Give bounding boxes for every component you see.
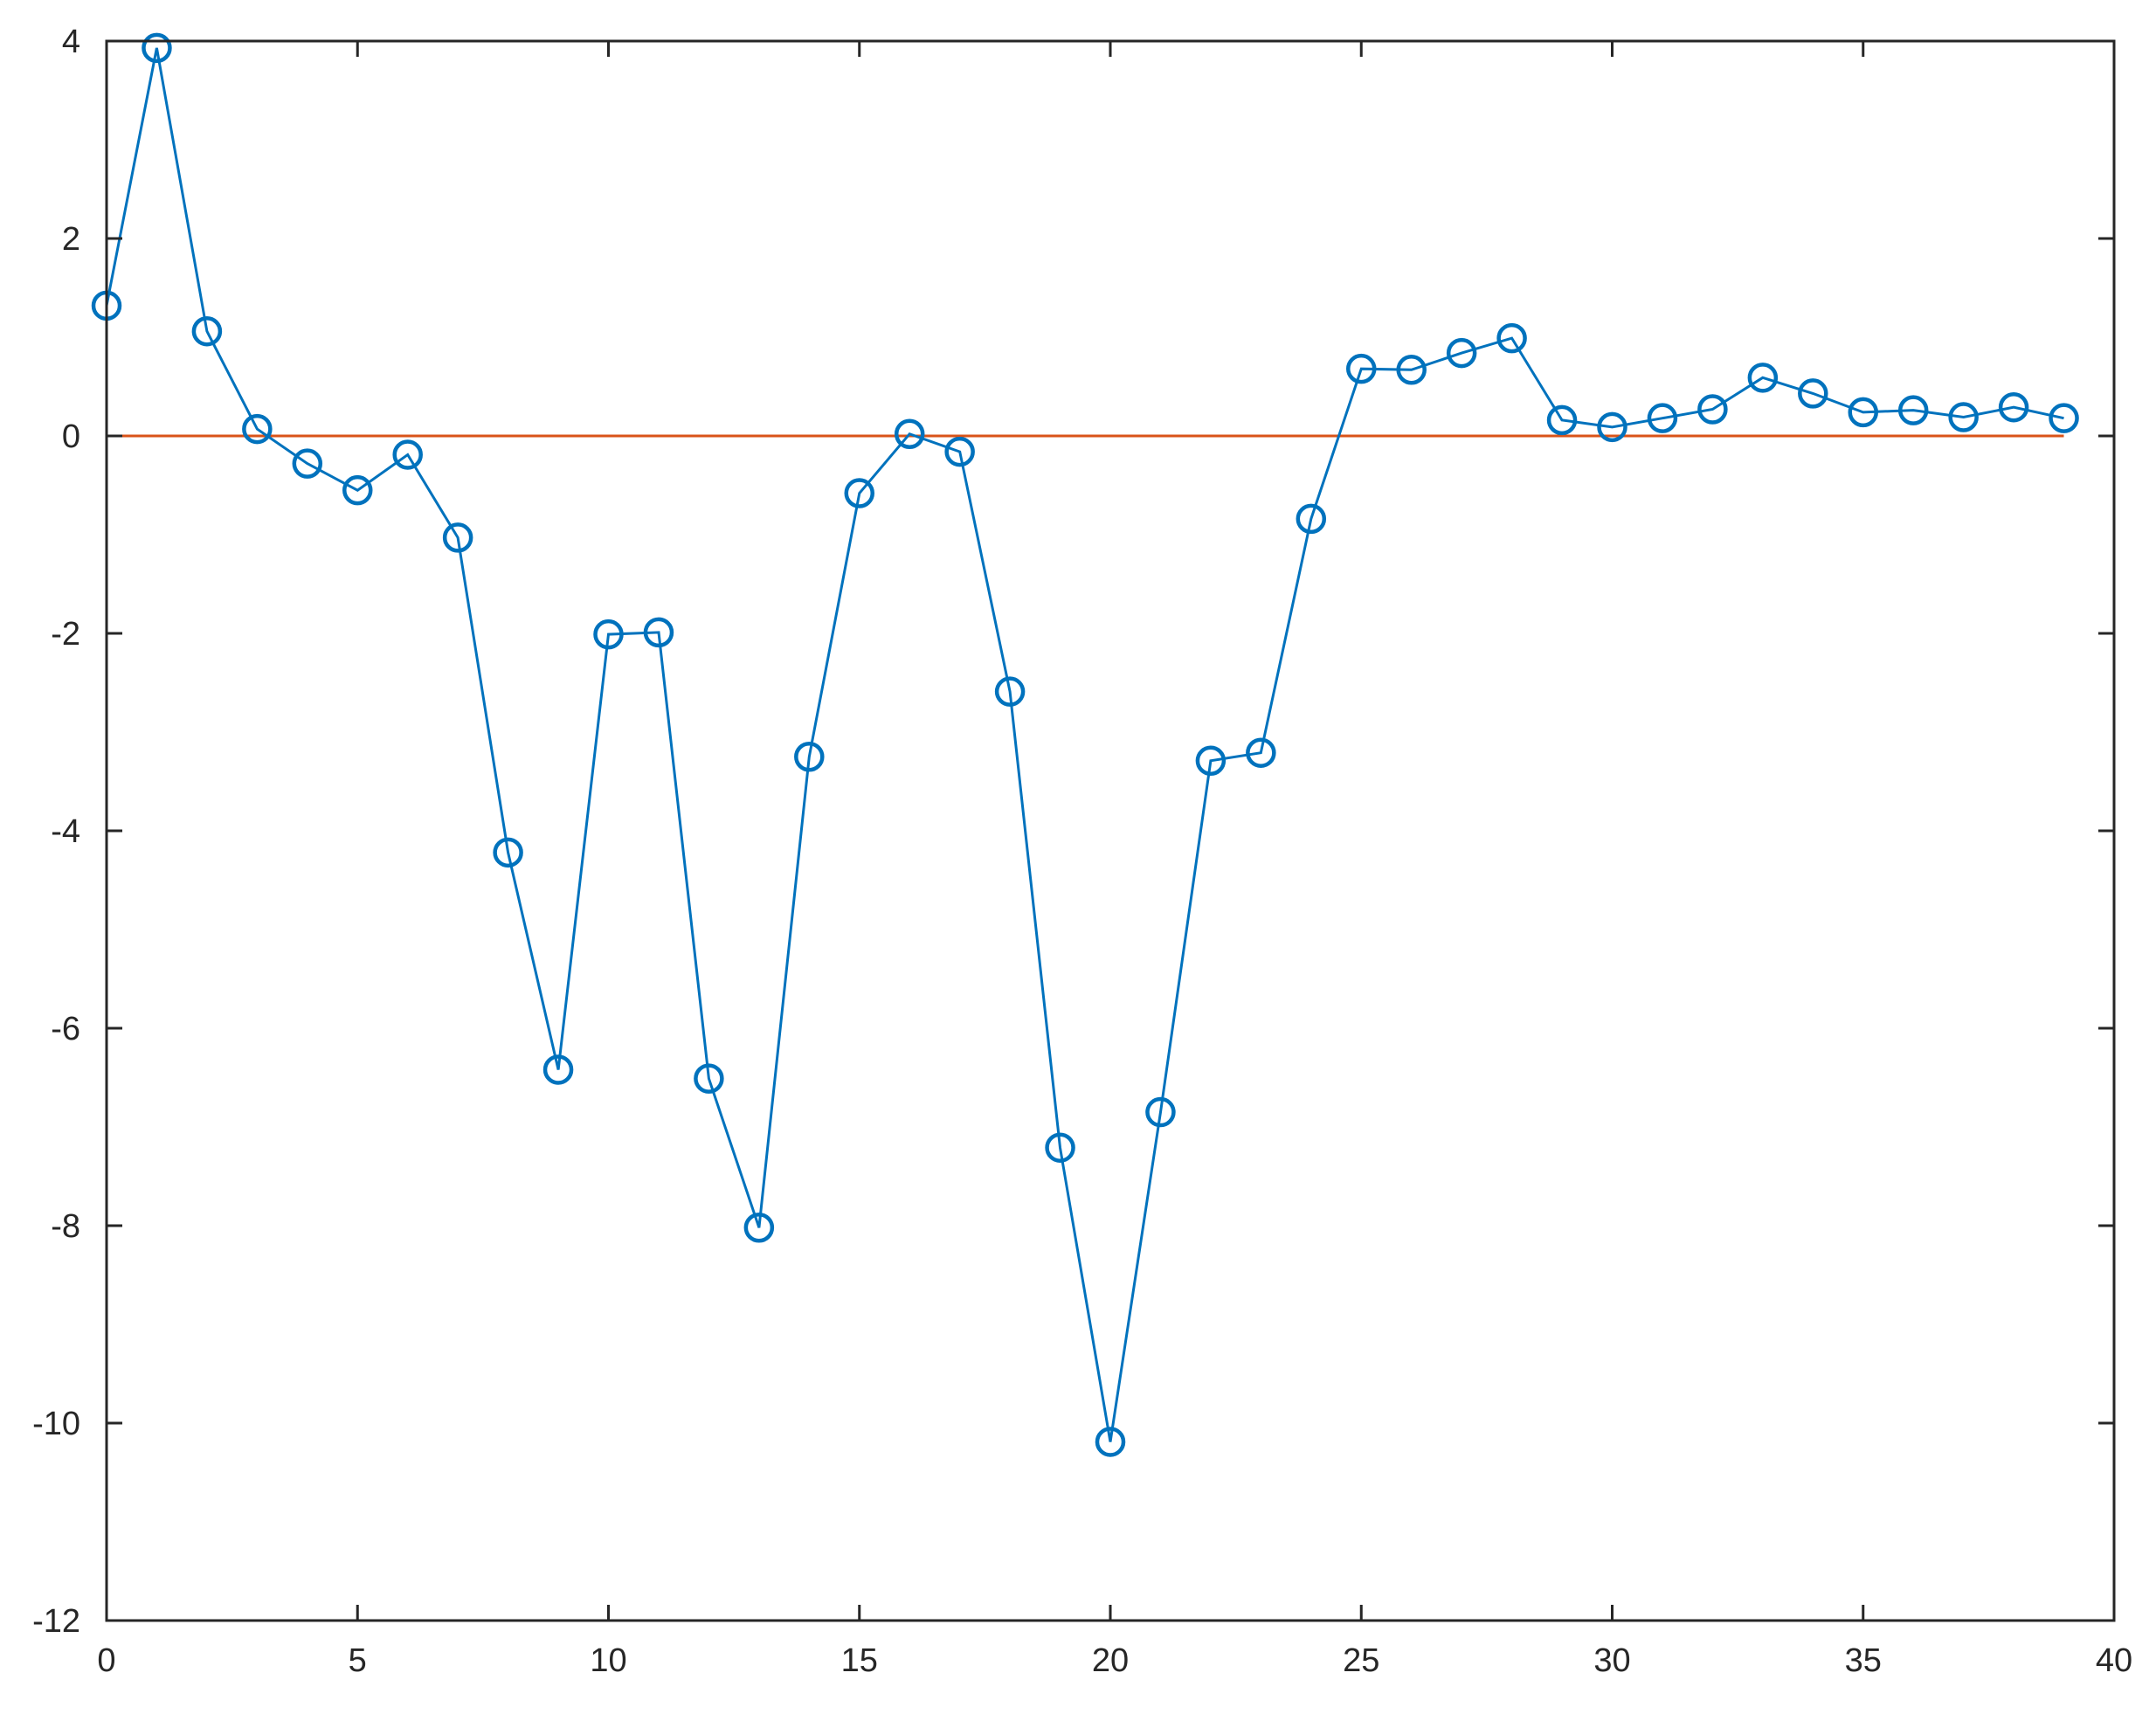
data-point xyxy=(392,439,423,470)
data-point xyxy=(1045,1132,1075,1163)
data-point xyxy=(794,742,825,772)
x-tick-label: 35 xyxy=(1845,1642,1882,1679)
y-tick-label: 0 xyxy=(62,418,80,455)
data-point xyxy=(542,1054,574,1085)
data-point xyxy=(944,436,975,467)
x-tick-label: 40 xyxy=(2096,1642,2132,1679)
data-point xyxy=(142,32,172,64)
x-tick-label: 10 xyxy=(590,1642,626,1679)
x-tick-label: 30 xyxy=(1593,1642,1630,1679)
data-point xyxy=(342,474,373,506)
data-point xyxy=(1496,322,1527,354)
data-point xyxy=(743,1213,775,1243)
y-tick-label: -8 xyxy=(51,1208,80,1245)
x-tick-label: 20 xyxy=(1092,1642,1129,1679)
data-point xyxy=(1998,391,2029,423)
data-point xyxy=(493,837,523,868)
y-tick-label: -2 xyxy=(51,616,80,653)
data-point xyxy=(844,478,874,508)
data-point xyxy=(292,448,323,479)
data-point xyxy=(442,522,473,553)
x-tick-label: 25 xyxy=(1343,1642,1379,1679)
y-tick-label: 2 xyxy=(62,221,80,258)
data-point xyxy=(593,619,624,650)
data-point xyxy=(2049,403,2079,433)
series-line xyxy=(105,47,2064,1442)
x-tick-labels: 0 5 10 15 20 25 30 35 40 xyxy=(97,1642,2132,1679)
x-tick-label: 15 xyxy=(841,1642,878,1679)
data-point xyxy=(1597,411,1627,443)
ticks-layer xyxy=(105,39,2116,1622)
series-0 xyxy=(91,32,2079,1457)
series-layer xyxy=(91,32,2079,1457)
data-point xyxy=(1396,355,1427,385)
data-point xyxy=(1095,1427,1126,1457)
data-point xyxy=(1897,395,1929,425)
y-tick-label: -10 xyxy=(32,1406,80,1442)
data-point xyxy=(694,1063,724,1094)
data-point xyxy=(1948,402,1979,432)
data-point xyxy=(1747,363,1779,393)
data-point xyxy=(1296,503,1327,535)
data-point xyxy=(1546,404,1578,436)
x-tick-label: 0 xyxy=(97,1642,115,1679)
data-point xyxy=(1697,394,1728,425)
y-tick-label: 4 xyxy=(62,24,80,60)
data-point xyxy=(1145,1096,1176,1128)
data-point xyxy=(643,617,674,648)
plot-frame xyxy=(105,39,2116,1622)
data-point xyxy=(894,418,925,449)
data-point xyxy=(994,676,1026,707)
data-point xyxy=(1647,403,1678,433)
data-point xyxy=(1346,353,1377,384)
data-point xyxy=(191,315,223,347)
data-point xyxy=(1246,737,1276,768)
data-point xyxy=(1848,397,1878,428)
y-tick-label: -4 xyxy=(51,813,80,850)
data-point xyxy=(1446,337,1477,369)
data-point xyxy=(1195,745,1227,777)
x-tick-label: 5 xyxy=(349,1642,367,1679)
data-point xyxy=(1798,378,1828,409)
data-point xyxy=(242,413,273,445)
y-tick-labels: 4 2 0 -2 -4 -6 -8 -10 -12 xyxy=(32,24,80,1640)
y-tick-label: -6 xyxy=(51,1011,80,1047)
y-tick-label: -12 xyxy=(32,1603,80,1640)
